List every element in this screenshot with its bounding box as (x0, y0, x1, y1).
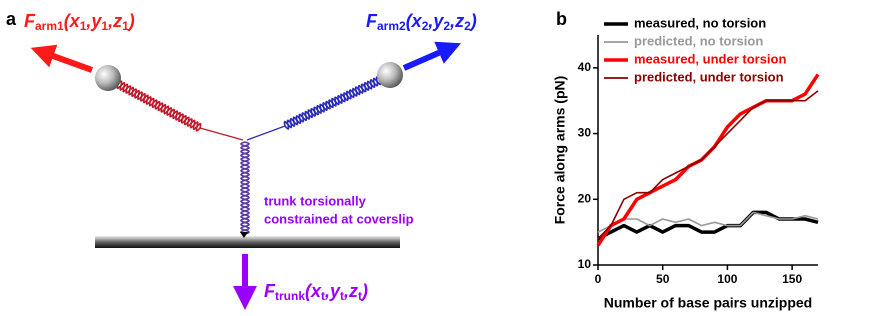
legend-label: predicted, under torsion (634, 69, 784, 84)
arm1-force-arrow (42, 52, 92, 70)
label-part: (x (305, 281, 322, 301)
legend-label: measured, under torsion (634, 51, 786, 66)
label-part: ) (360, 281, 368, 301)
label-part: ,y (427, 11, 444, 31)
arm2-force-arrow (404, 48, 450, 68)
legend-label: predicted, no torsion (634, 33, 763, 48)
y-tick-label: 30 (578, 126, 592, 140)
chart-panel: b Force along arms (pN) Number of base pai… (552, 9, 818, 311)
unpaired-strand (247, 126, 285, 140)
label-part: (x (406, 11, 423, 31)
y-tick-label: 20 (578, 191, 592, 205)
trunk-note: trunk torsionally (264, 193, 367, 208)
label-part: ) (469, 11, 477, 31)
label-part: ,z (449, 11, 464, 31)
helix-strand (118, 81, 200, 131)
y-tick-label: 40 (578, 60, 592, 74)
legend-label: measured, no torsion (634, 15, 766, 30)
label-subscript: arm2 (377, 19, 406, 33)
bead (377, 62, 403, 88)
helix-strand (285, 79, 381, 128)
bead (95, 65, 121, 91)
label-part: (x (64, 11, 81, 31)
label-part: ,y (324, 281, 341, 301)
arm1-label: Farm1(x1,y1,z1) (24, 11, 135, 33)
label-subscript: trunk (275, 289, 305, 303)
label-part: ,z (343, 281, 358, 301)
label-part: ,y (85, 11, 102, 31)
y-axis-title: Force along arms (pN) (552, 76, 568, 225)
label-part: ,z (107, 11, 122, 31)
coverslip (95, 236, 400, 248)
x-tick-label: 50 (656, 272, 670, 286)
x-tick-label: 150 (782, 272, 802, 286)
trunk-note: constrained at coverslip (264, 211, 414, 226)
x-tick-label: 100 (717, 272, 737, 286)
trunk-label: Ftrunk(xt,yt,zt) (264, 281, 368, 303)
diagram-panel: a Farm1(x1,y1,z1) Farm2(x2,y2,z2) Ftrunk… (6, 9, 477, 303)
label-subscript: arm1 (35, 19, 64, 33)
series-line (598, 212, 818, 238)
label-part: ) (127, 11, 135, 31)
figure: a Farm1(x1,y1,z1) Farm2(x2,y2,z2) Ftrunk… (0, 0, 875, 316)
panel-letter: a (6, 9, 17, 29)
unpaired-strand (200, 128, 243, 140)
y-tick-label: 10 (578, 257, 592, 271)
arm2-label: Farm2(x2,y2,z2) (366, 11, 477, 33)
x-tick-label: 0 (595, 272, 602, 286)
series-line (598, 91, 818, 239)
panel-letter: b (556, 9, 567, 29)
x-axis-title: Number of base pairs unzipped (604, 295, 812, 311)
